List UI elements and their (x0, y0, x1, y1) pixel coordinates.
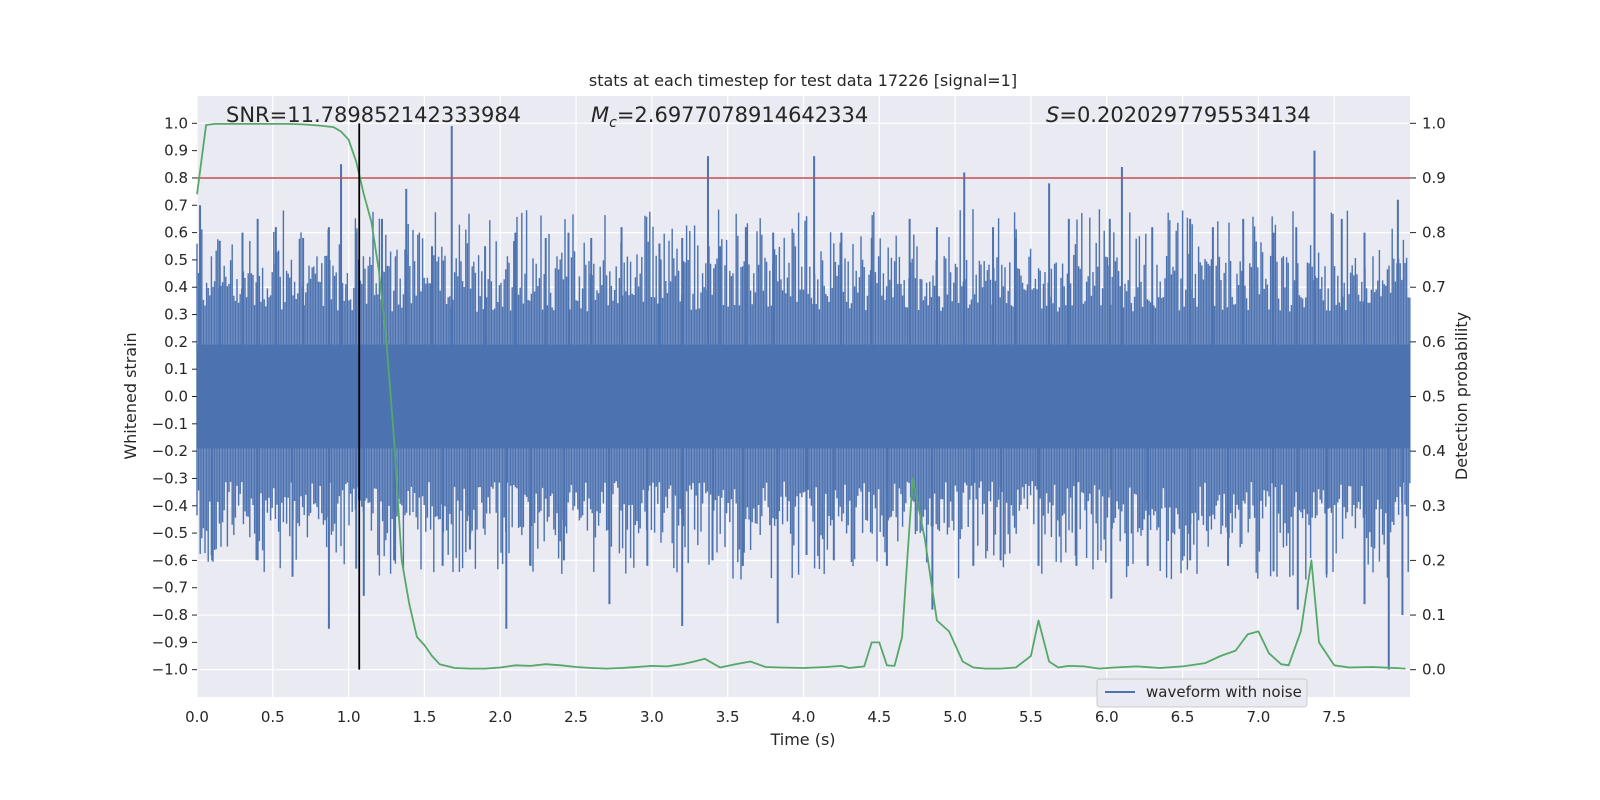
chirp-mass-value: =2.6977078914642334 (617, 103, 868, 127)
chirp-mass-annotation: Mc=2.6977078914642334 (591, 103, 868, 131)
x-tick-label: 6.5 (1171, 708, 1195, 726)
detection-probability-line (196, 123, 1406, 670)
x-tick-label: 5.0 (943, 708, 967, 726)
x-tick-label: 1.0 (337, 708, 361, 726)
x-tick-label: 3.0 (640, 708, 664, 726)
right-tick-label: 1.0 (1422, 114, 1446, 132)
waveform-noise-spikes (196, 209, 1411, 580)
y-tick-label: 1.0 (164, 114, 188, 132)
chart-title: stats at each timestep for test data 172… (589, 71, 1017, 90)
right-tick-label: 0.8 (1422, 224, 1446, 242)
y-tick-label: −0.2 (152, 442, 188, 460)
x-tick-label: 0.0 (185, 708, 209, 726)
y-tick-label: 0.0 (164, 388, 188, 406)
y-tick-label: −0.5 (152, 524, 188, 542)
right-tick-label: 0.7 (1422, 278, 1446, 296)
right-tick-label: 0.2 (1422, 551, 1446, 569)
y-tick-label: 0.1 (164, 360, 188, 378)
y-tick-label: −0.1 (152, 415, 188, 433)
snr-annotation: SNR=11.789852142333984 (226, 103, 521, 127)
s-value: =0.2020297795534134 (1059, 103, 1310, 127)
chirp-mass-symbol: M (591, 103, 609, 127)
chirp-mass-subscript: c (609, 115, 617, 131)
y-tick-label: 0.6 (164, 224, 188, 242)
y-tick-label: 0.5 (164, 251, 188, 269)
x-tick-label: 3.5 (716, 708, 740, 726)
s-annotation: S=0.2020297795534134 (1046, 103, 1311, 127)
x-tick-label: 7.5 (1322, 708, 1346, 726)
right-tick-label: 0.0 (1422, 661, 1446, 679)
right-tick-label: 0.5 (1422, 388, 1446, 406)
x-axis-ticks: 0.0 0.5 1.0 1.5 2.0 2.5 3.0 3.5 4.0 4.5 5.0 5.5 6.0 6… (185, 708, 1346, 726)
x-tick-label: 2.5 (564, 708, 588, 726)
y-tick-label: −0.3 (152, 469, 188, 487)
x-tick-label: 4.5 (867, 708, 891, 726)
legend-waveform-label: waveform with noise (1146, 683, 1302, 701)
right-tick-label: 0.6 (1422, 333, 1446, 351)
s-symbol: S (1046, 103, 1059, 127)
y-tick-label: 0.4 (164, 278, 188, 296)
y-axis-ticks: −1.0 −0.9 −0.8 −0.7 −0.6 −0.5 −0.4 −0.3 −0.2 −0.1… (152, 114, 197, 679)
legend: waveform with noise (1096, 678, 1308, 708)
x-axis-label: Time (s) (769, 730, 835, 749)
y-tick-label: 0.8 (164, 169, 188, 187)
x-tick-label: 4.0 (792, 708, 816, 726)
waveform-series (196, 126, 1411, 670)
right-tick-label: 0.3 (1422, 497, 1446, 515)
x-tick-label: 1.5 (413, 708, 437, 726)
y-tick-label: −0.4 (152, 497, 188, 515)
y-tick-label: 0.2 (164, 333, 188, 351)
y-tick-label: −0.9 (152, 633, 188, 651)
y-tick-label: −0.7 (152, 579, 188, 597)
x-tick-label: 7.0 (1246, 708, 1270, 726)
y-axis-label: Whitened strain (121, 332, 140, 459)
x-tick-label: 2.0 (488, 708, 512, 726)
right-tick-label: 0.9 (1422, 169, 1446, 187)
y-tick-label: −1.0 (152, 661, 188, 679)
right-tick-label: 0.1 (1422, 606, 1446, 624)
y-tick-label: 0.7 (164, 196, 188, 214)
y-tick-label: 0.9 (164, 142, 188, 160)
x-tick-label: 6.0 (1095, 708, 1119, 726)
legend-box (1096, 678, 1308, 708)
right-axis-label: Detection probability (1452, 312, 1471, 480)
x-tick-label: 5.5 (1019, 708, 1043, 726)
y-tick-label: −0.8 (152, 606, 188, 624)
y-tick-label: −0.6 (152, 551, 188, 569)
overlay-series (196, 123, 1410, 670)
x-tick-label: 0.5 (261, 708, 285, 726)
right-tick-label: 0.4 (1422, 442, 1446, 460)
right-axis-ticks: 0.0 0.1 0.2 0.3 0.4 0.5 0.6 0.7 0.8 0.9 1.0 (1410, 114, 1446, 679)
y-tick-label: 0.3 (164, 306, 188, 324)
